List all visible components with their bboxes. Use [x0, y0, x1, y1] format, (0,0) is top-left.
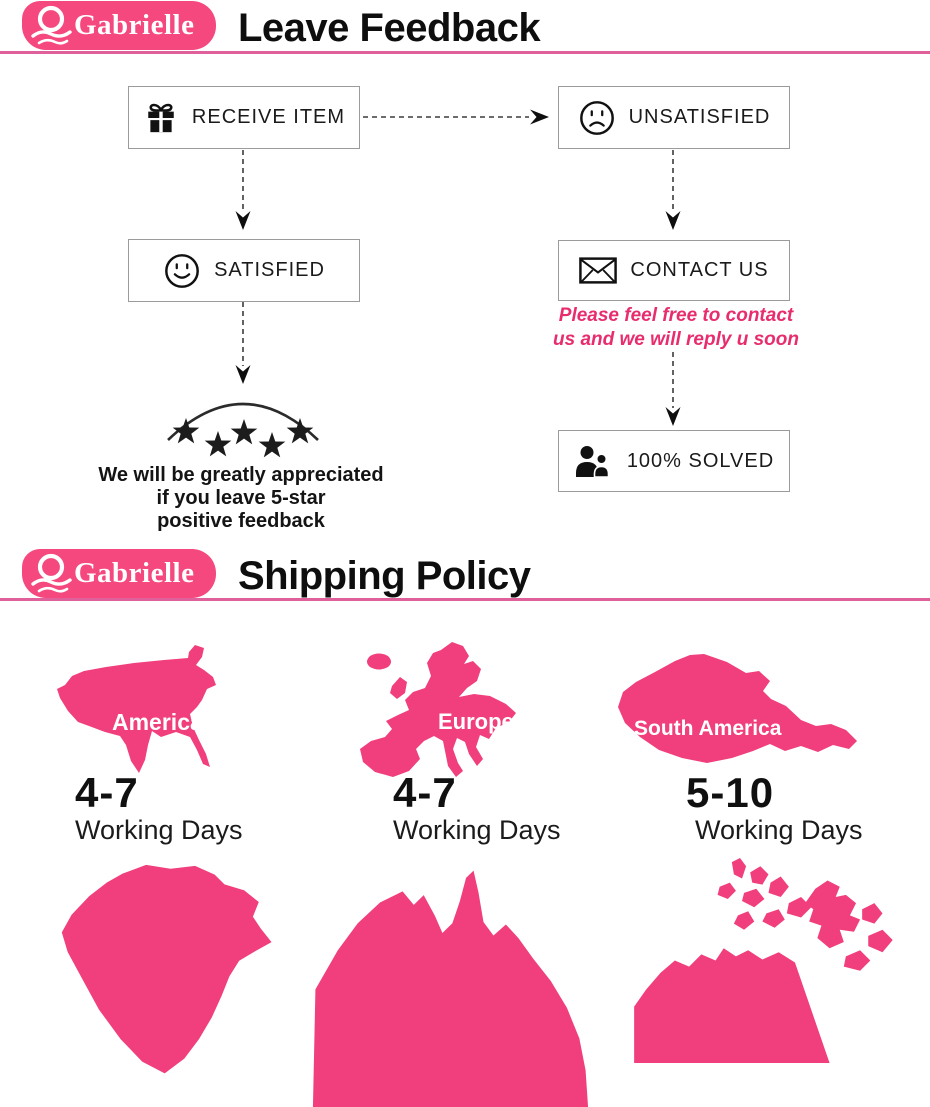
- brand-swirl-icon: [31, 5, 72, 45]
- unsatisfied-box: UNSATISFIED: [558, 86, 790, 149]
- brand-swirl-icon: [31, 553, 72, 593]
- arrow-down-icon: [665, 150, 681, 230]
- unsatisfied-label: UNSATISFIED: [628, 106, 771, 128]
- europe-days-unit: Working Days: [393, 815, 561, 845]
- america-days-unit: Working Days: [75, 815, 243, 845]
- feedback-header-underline: [0, 51, 930, 54]
- contact-us-label: CONTACT US: [630, 259, 769, 281]
- receive-item-box: RECEIVE ITEM: [128, 86, 360, 149]
- south-america-map-icon: [618, 654, 857, 763]
- brand-name: Gabrielle: [74, 557, 195, 589]
- america-map-icon: [57, 645, 216, 773]
- europe-map-icon: [360, 642, 516, 777]
- feedback-section-title: Leave Feedback: [238, 6, 541, 50]
- appreciation-text: We will be greatly appreciated if you le…: [58, 464, 424, 533]
- contact-note: Please feel free to contact us and we wi…: [548, 304, 804, 352]
- people-icon: [575, 446, 610, 477]
- europe-map-label: Europe: [438, 709, 514, 734]
- arrow-down-icon: [235, 150, 251, 230]
- south-america-days-unit: Working Days: [695, 815, 863, 845]
- canada-map-icon: [634, 858, 893, 1063]
- contact-us-box: CONTACT US: [558, 240, 790, 301]
- solved-box: 100% SOLVED: [558, 430, 790, 492]
- smiley-face-icon: [165, 253, 199, 288]
- arrow-down-icon: [235, 302, 251, 384]
- africa-map-icon: [61, 864, 272, 1074]
- five-stars-arc-icon: [167, 402, 319, 458]
- shipping-section-title: Shipping Policy: [238, 554, 531, 598]
- south-america-days: 5-10: [686, 769, 775, 816]
- america-map-label: America: [112, 709, 203, 735]
- satisfied-box: SATISFIED: [128, 239, 360, 302]
- envelope-icon: [579, 257, 618, 284]
- arrow-down-icon: [665, 352, 681, 426]
- appreciation-line2: if you leave 5-star: [156, 487, 326, 509]
- brand-name: Gabrielle: [74, 9, 195, 41]
- europe-days: 4-7: [393, 769, 457, 816]
- satisfied-label: SATISFIED: [214, 259, 325, 281]
- appreciation-line3: positive feedback: [157, 510, 325, 532]
- sad-face-icon: [579, 100, 614, 135]
- appreciation-line1: We will be greatly appreciated: [98, 464, 384, 486]
- receive-item-label: RECEIVE ITEM: [191, 106, 346, 128]
- brand-ribbon: Gabrielle: [22, 549, 216, 598]
- arrow-right-icon: [363, 109, 549, 125]
- south-america-map-label: South America: [634, 717, 782, 740]
- shipping-header-underline: [0, 598, 930, 601]
- solved-label: 100% SOLVED: [626, 449, 775, 472]
- contact-note-line1: Please feel free to contact: [558, 305, 794, 326]
- contact-note-line2: us and we will reply u soon: [553, 329, 799, 350]
- brand-ribbon: Gabrielle: [22, 1, 216, 50]
- australia-map-icon: [312, 870, 589, 1107]
- america-days: 4-7: [75, 769, 139, 816]
- gift-icon: [148, 103, 174, 132]
